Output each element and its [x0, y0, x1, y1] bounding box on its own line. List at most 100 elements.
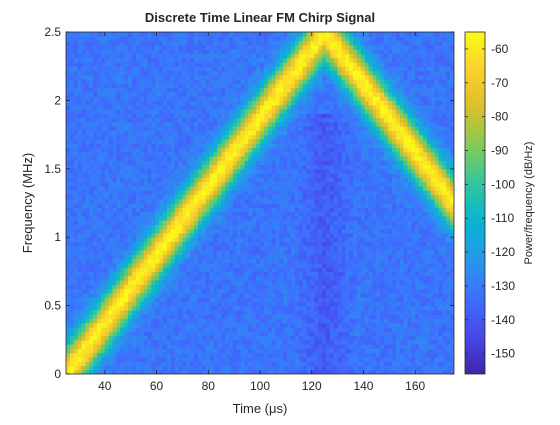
- heatmap-cell: [267, 194, 273, 200]
- heatmap-cell: [287, 284, 292, 290]
- heatmap-cell: [77, 352, 83, 358]
- heatmap-cell: [73, 348, 79, 354]
- heatmap-cell: [213, 181, 218, 187]
- heatmap-cell: [217, 40, 222, 46]
- heatmap-cell: [267, 237, 273, 243]
- heatmap-cell: [170, 173, 176, 178]
- heatmap-cell: [147, 100, 152, 106]
- heatmap-cell: [244, 155, 249, 161]
- heatmap-cell: [263, 74, 269, 80]
- heatmap-cell: [159, 224, 164, 230]
- heatmap-cell: [190, 173, 195, 178]
- heatmap-cell: [248, 232, 253, 238]
- heatmap-cell: [69, 91, 75, 97]
- heatmap-cell: [124, 57, 129, 63]
- heatmap-cell: [236, 32, 242, 37]
- heatmap-cell: [279, 318, 284, 324]
- heatmap-cell: [182, 173, 187, 178]
- heatmap-cell: [73, 61, 79, 67]
- heatmap-cell: [228, 66, 234, 72]
- heatmap-cell: [201, 232, 207, 238]
- heatmap-cell: [186, 241, 191, 247]
- heatmap-cell: [104, 215, 110, 221]
- heatmap-cell: [248, 335, 253, 341]
- heatmap-cell: [131, 173, 137, 178]
- heatmap-cell: [112, 130, 118, 136]
- heatmap-cell: [73, 318, 79, 324]
- heatmap-cell: [159, 331, 164, 337]
- heatmap-cell: [302, 284, 308, 290]
- heatmap-cell: [178, 185, 183, 191]
- heatmap-cell: [197, 275, 203, 281]
- heatmap-cell: [159, 369, 164, 374]
- heatmap-cell: [100, 203, 106, 208]
- heatmap-cell: [69, 168, 75, 174]
- heatmap-cell: [100, 168, 106, 174]
- heatmap-cell: [248, 267, 253, 273]
- heatmap-cell: [213, 322, 218, 328]
- heatmap-cell: [139, 356, 145, 362]
- heatmap-cell: [201, 309, 207, 315]
- heatmap-cell: [147, 326, 152, 332]
- heatmap-cell: [89, 79, 94, 84]
- heatmap-cell: [131, 309, 137, 315]
- heatmap-cell: [260, 339, 265, 345]
- heatmap-cell: [131, 352, 137, 358]
- heatmap-cell: [232, 104, 238, 110]
- heatmap-cell: [279, 335, 284, 341]
- heatmap-cell: [213, 262, 218, 268]
- heatmap-cell: [302, 113, 308, 119]
- heatmap-cell: [256, 344, 261, 349]
- heatmap-cell: [93, 292, 98, 298]
- heatmap-cell: [279, 49, 284, 54]
- heatmap-cell: [271, 100, 277, 106]
- heatmap-cell: [271, 254, 277, 260]
- heatmap-cell: [302, 369, 308, 374]
- heatmap-cell: [201, 228, 207, 234]
- heatmap-cell: [236, 113, 242, 119]
- heatmap-cell: [225, 57, 230, 63]
- heatmap-cell: [139, 126, 145, 131]
- heatmap-cell: [217, 91, 222, 97]
- heatmap-cell: [236, 275, 242, 281]
- heatmap-cell: [89, 305, 94, 311]
- heatmap-cell: [228, 36, 234, 42]
- heatmap-cell: [197, 305, 203, 311]
- heatmap-cell: [143, 279, 149, 285]
- heatmap-cell: [73, 36, 79, 42]
- heatmap-cell: [186, 297, 191, 302]
- heatmap-cell: [124, 369, 129, 374]
- heatmap-cell: [279, 36, 284, 42]
- heatmap-cell: [85, 207, 90, 213]
- heatmap-cell: [73, 365, 79, 371]
- heatmap-cell: [298, 194, 304, 200]
- heatmap-cell: [256, 70, 261, 76]
- heatmap-cell: [287, 155, 292, 161]
- heatmap-cell: [159, 126, 164, 131]
- heatmap-cell: [93, 83, 98, 89]
- heatmap-cell: [159, 100, 164, 106]
- heatmap-cell: [267, 284, 273, 290]
- heatmap-cell: [135, 168, 141, 174]
- heatmap-cell: [294, 215, 300, 221]
- heatmap-cell: [93, 245, 98, 251]
- heatmap-cell: [104, 262, 110, 268]
- heatmap-cell: [275, 288, 280, 294]
- heatmap-cell: [294, 279, 300, 285]
- heatmap-cell: [271, 275, 277, 281]
- heatmap-cell: [217, 288, 222, 294]
- heatmap-cell: [294, 245, 300, 251]
- heatmap-cell: [73, 104, 79, 110]
- heatmap-cell: [302, 143, 308, 149]
- heatmap-cell: [170, 151, 176, 157]
- heatmap-cell: [97, 117, 102, 123]
- heatmap-cell: [69, 284, 75, 290]
- heatmap-cell: [116, 275, 121, 281]
- heatmap-cell: [197, 74, 203, 80]
- heatmap-cell: [85, 32, 90, 37]
- heatmap-cell: [298, 348, 304, 354]
- heatmap-cell: [155, 138, 160, 144]
- heatmap-cell: [302, 151, 308, 157]
- heatmap-cell: [178, 177, 183, 183]
- heatmap-cell: [182, 160, 187, 166]
